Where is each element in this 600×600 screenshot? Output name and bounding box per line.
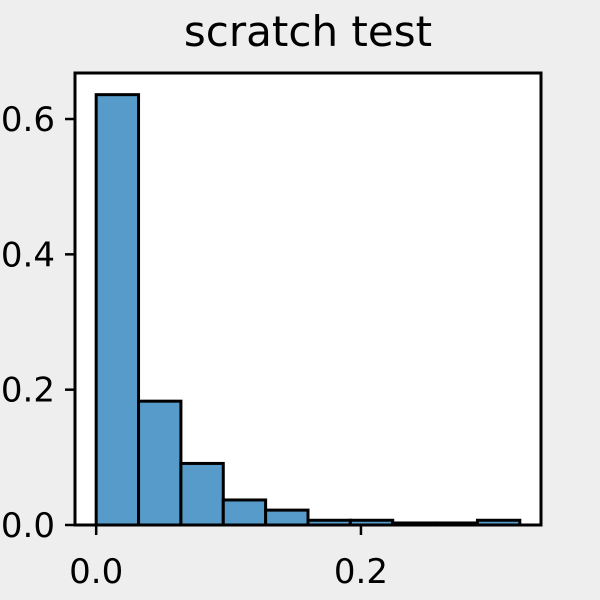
x-axis-ticks: 0.0 0.2: [69, 525, 388, 592]
histogram-bar: [137, 399, 183, 527]
histogram-bar: [264, 508, 310, 527]
y-tick-label: 0.0: [1, 506, 55, 546]
y-axis-ticks: 0.0 0.2 0.4 0.6: [1, 100, 75, 546]
histogram-bar: [94, 93, 141, 527]
y-tick-label: 0.2: [1, 371, 55, 411]
x-tick-label: 0.0: [69, 552, 123, 592]
chart-title: scratch test: [184, 7, 432, 56]
y-tick-label: 0.4: [1, 235, 55, 275]
bars: [94, 93, 522, 527]
x-tick-label: 0.2: [334, 552, 388, 592]
histogram-bar: [221, 498, 268, 527]
histogram-bar: [179, 461, 225, 527]
plot-frame: [73, 71, 543, 527]
y-tick-label: 0.6: [1, 100, 55, 140]
